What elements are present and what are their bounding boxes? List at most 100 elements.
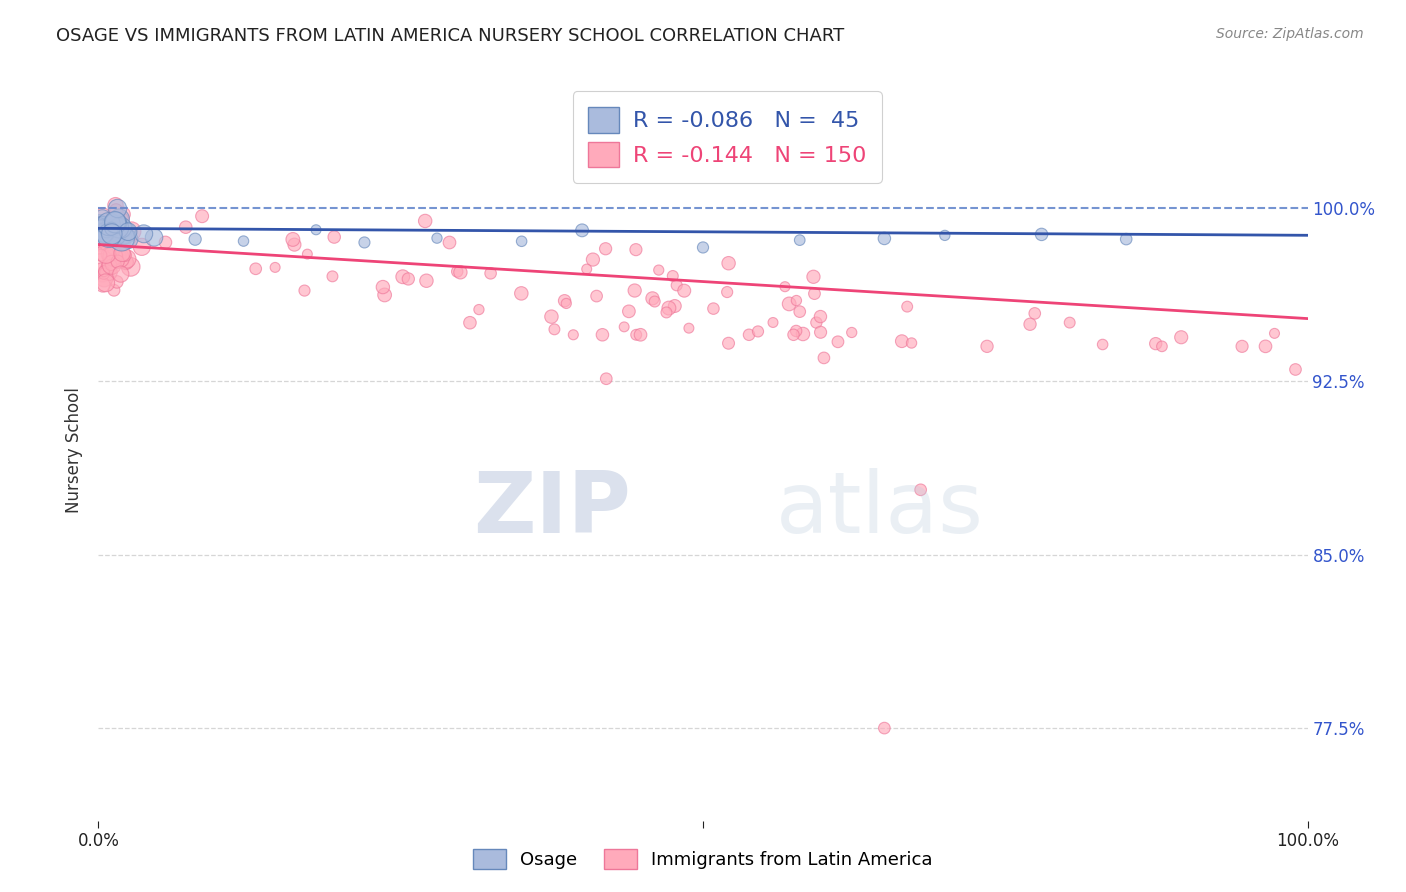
Point — [103, 283, 125, 297]
Point — [458, 316, 481, 330]
Y-axis label: Nursery School: Nursery School — [65, 387, 83, 514]
Point — [806, 316, 828, 330]
Point — [449, 265, 471, 279]
Point — [283, 237, 305, 252]
Point — [1230, 339, 1253, 353]
Point — [785, 293, 807, 308]
Text: ZIP: ZIP — [472, 468, 630, 551]
Point — [890, 334, 912, 349]
Point — [624, 327, 647, 342]
Point — [104, 198, 127, 212]
Point — [571, 223, 593, 237]
Point — [110, 213, 132, 227]
Point — [103, 242, 125, 256]
Point — [305, 223, 328, 237]
Point — [91, 227, 114, 241]
Point — [910, 483, 932, 497]
Point — [841, 326, 863, 340]
Point — [110, 267, 132, 281]
Point — [114, 226, 136, 240]
Point — [107, 221, 129, 235]
Point — [1170, 330, 1192, 344]
Point — [810, 310, 832, 324]
Point — [117, 225, 139, 239]
Point — [111, 231, 134, 245]
Point — [155, 235, 177, 250]
Point — [105, 275, 128, 289]
Point — [108, 251, 131, 265]
Point — [100, 227, 122, 241]
Point — [91, 277, 114, 292]
Point — [97, 260, 120, 274]
Point — [510, 234, 533, 248]
Point — [89, 234, 111, 248]
Point — [120, 260, 142, 274]
Point — [93, 226, 115, 240]
Point — [900, 336, 922, 351]
Point — [1091, 337, 1114, 351]
Point — [810, 325, 832, 339]
Point — [896, 300, 918, 314]
Point — [747, 325, 769, 339]
Point — [658, 301, 681, 315]
Point — [89, 218, 111, 232]
Point — [94, 218, 117, 232]
Point — [100, 221, 122, 235]
Point — [644, 294, 666, 309]
Point — [108, 219, 131, 234]
Point — [294, 284, 316, 298]
Legend: R = -0.086   N =  45, R = -0.144   N = 150: R = -0.086 N = 45, R = -0.144 N = 150 — [572, 91, 882, 183]
Point — [673, 284, 696, 298]
Point — [479, 266, 502, 280]
Point — [90, 248, 112, 262]
Point — [1284, 362, 1306, 376]
Point — [789, 304, 811, 318]
Point — [803, 286, 825, 301]
Point — [782, 327, 804, 342]
Point — [104, 216, 127, 230]
Point — [91, 208, 114, 222]
Point — [101, 252, 124, 267]
Point — [613, 319, 636, 334]
Point — [1059, 316, 1081, 330]
Point — [1019, 318, 1042, 332]
Point — [111, 207, 134, 221]
Point — [624, 243, 647, 257]
Point — [664, 299, 686, 313]
Point — [1144, 336, 1167, 351]
Point — [678, 321, 700, 335]
Point — [90, 219, 112, 234]
Point — [323, 230, 346, 244]
Point — [97, 217, 120, 231]
Point — [738, 327, 761, 342]
Point — [232, 234, 254, 248]
Point — [105, 203, 128, 218]
Point — [510, 286, 533, 301]
Point — [101, 249, 124, 263]
Point — [98, 228, 121, 243]
Point — [89, 237, 111, 252]
Point — [245, 261, 267, 276]
Point — [426, 231, 449, 245]
Point — [803, 269, 825, 284]
Point — [97, 247, 120, 261]
Point — [100, 222, 122, 236]
Point — [143, 230, 166, 244]
Point — [91, 211, 114, 226]
Point — [107, 254, 129, 268]
Point — [107, 202, 129, 216]
Point — [191, 209, 214, 223]
Point — [91, 216, 114, 230]
Point — [104, 227, 127, 242]
Point — [90, 256, 112, 270]
Point — [371, 280, 394, 294]
Point — [132, 227, 155, 241]
Point — [100, 211, 122, 225]
Point — [792, 326, 814, 341]
Point — [121, 224, 143, 238]
Point — [591, 327, 613, 342]
Point — [415, 274, 437, 288]
Point — [789, 233, 811, 247]
Point — [595, 372, 617, 386]
Text: OSAGE VS IMMIGRANTS FROM LATIN AMERICA NURSERY SCHOOL CORRELATION CHART: OSAGE VS IMMIGRANTS FROM LATIN AMERICA N… — [56, 27, 845, 45]
